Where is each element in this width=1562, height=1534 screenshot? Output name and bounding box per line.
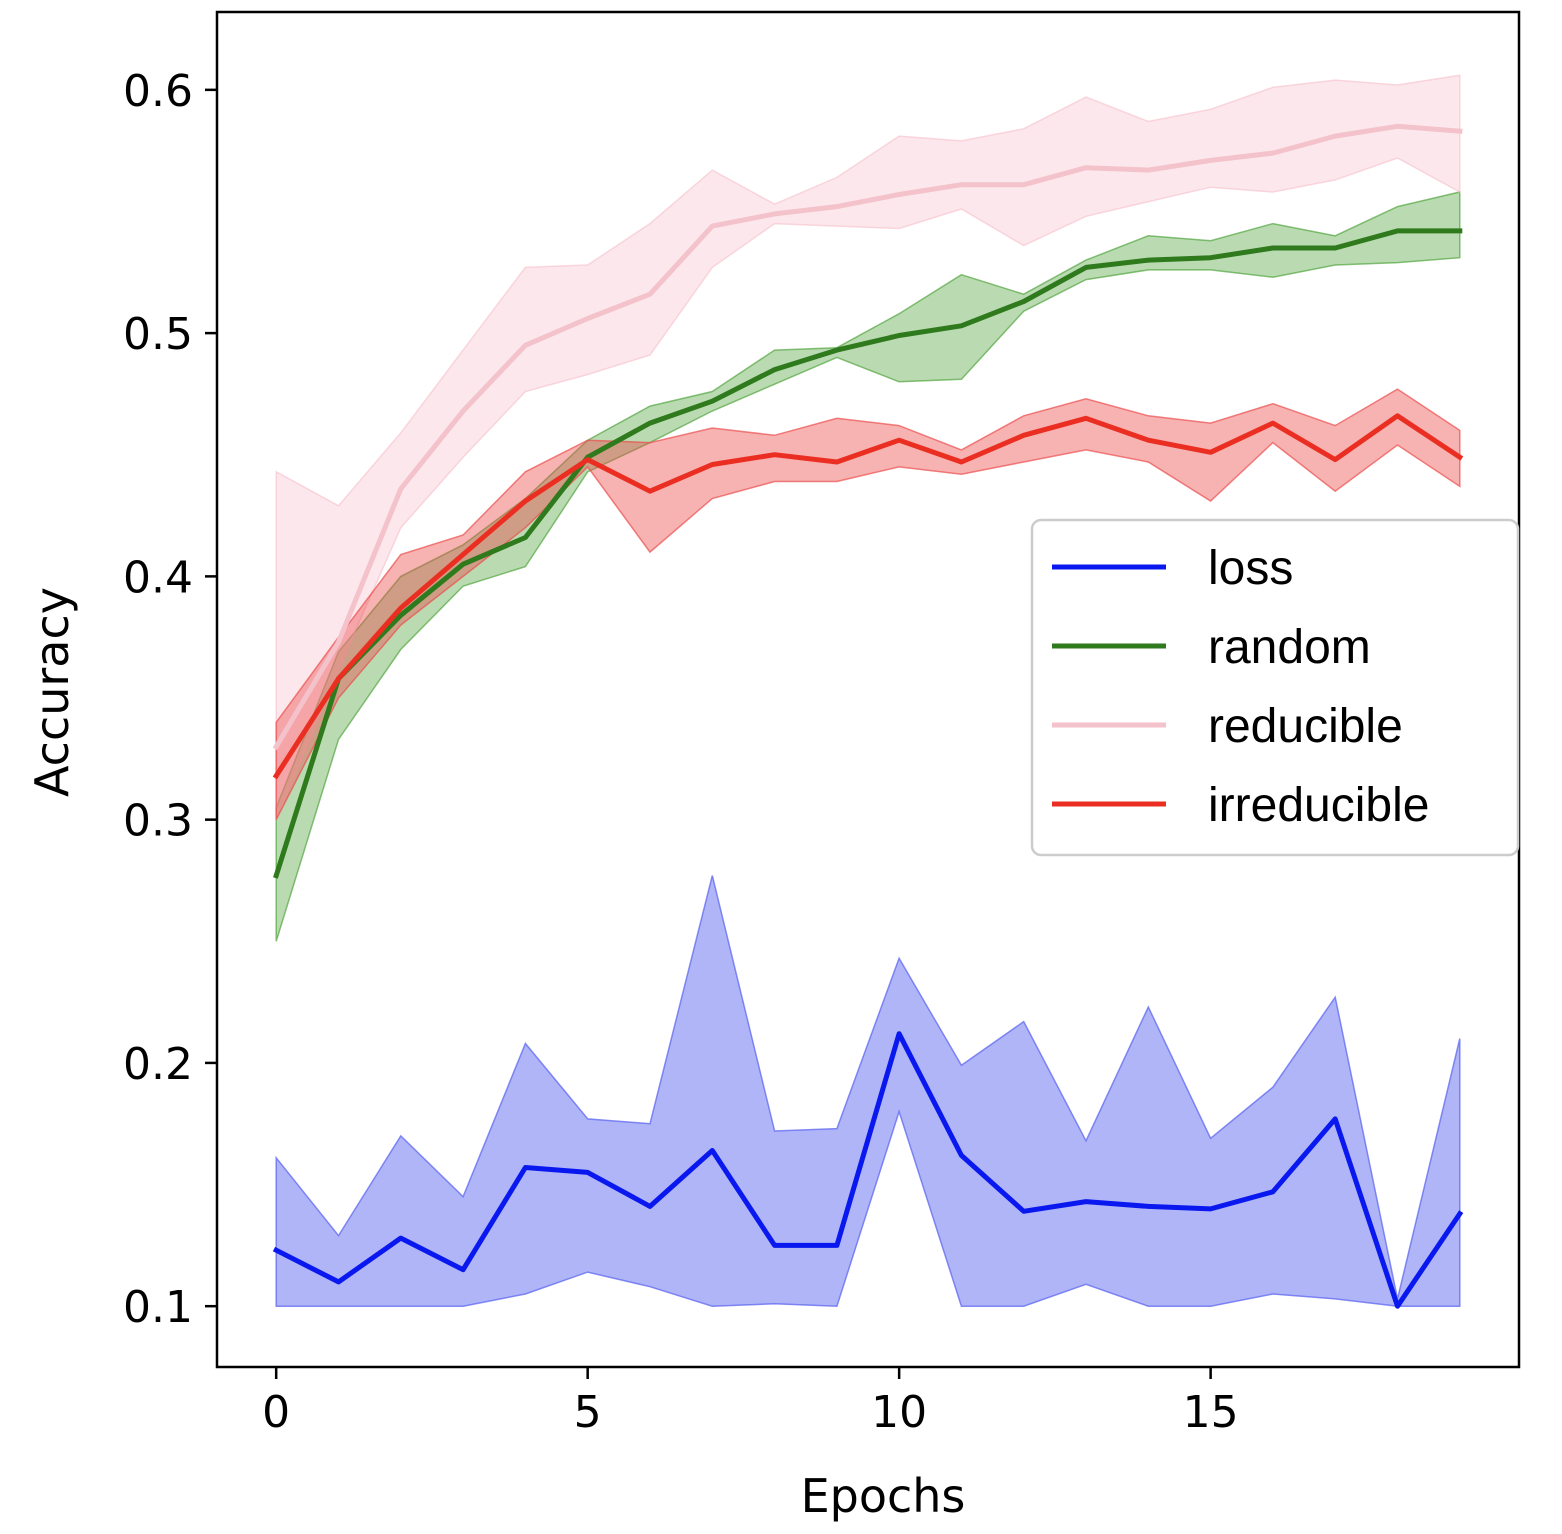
x-axis-label: Epochs — [801, 1469, 966, 1523]
series-line-random — [273, 228, 1463, 879]
legend-label-random: random — [1208, 621, 1371, 674]
y-tick-label: 0.4 — [123, 552, 193, 603]
series-line-reducible — [272, 123, 1463, 751]
y-tick-label: 0.2 — [123, 1039, 193, 1090]
band-loss — [275, 875, 1461, 1307]
legend-frame — [1030, 518, 1520, 857]
y-axis-label: Accuracy — [25, 587, 79, 797]
legend-label-loss: loss — [1208, 542, 1293, 595]
band-reducible — [275, 74, 1461, 820]
y-tick-label: 0.5 — [123, 309, 193, 360]
legend-label-reducible: reducible — [1208, 700, 1403, 753]
y-axis: 0.1 0.2 0.3 0.4 0.5 0.6 — [123, 66, 217, 1333]
y-tick-label: 0.3 — [123, 796, 193, 847]
legend: loss random reducible irreducible — [1030, 518, 1520, 857]
x-tick-label: 5 — [574, 1387, 602, 1438]
x-axis: 0 5 10 15 — [262, 1367, 1239, 1438]
y-tick-label: 0.1 — [123, 1282, 193, 1333]
y-tick-label: 0.6 — [123, 66, 193, 117]
band-irreducible — [275, 388, 1461, 820]
series-line-irreducible — [272, 413, 1464, 780]
plot-area — [272, 74, 1464, 1309]
x-tick-label: 10 — [871, 1387, 927, 1438]
x-tick-label: 15 — [1183, 1387, 1239, 1438]
series-line-loss — [272, 1031, 1464, 1309]
x-tick-label: 0 — [262, 1387, 290, 1438]
legend-label-irreducible: irreducible — [1208, 779, 1429, 832]
